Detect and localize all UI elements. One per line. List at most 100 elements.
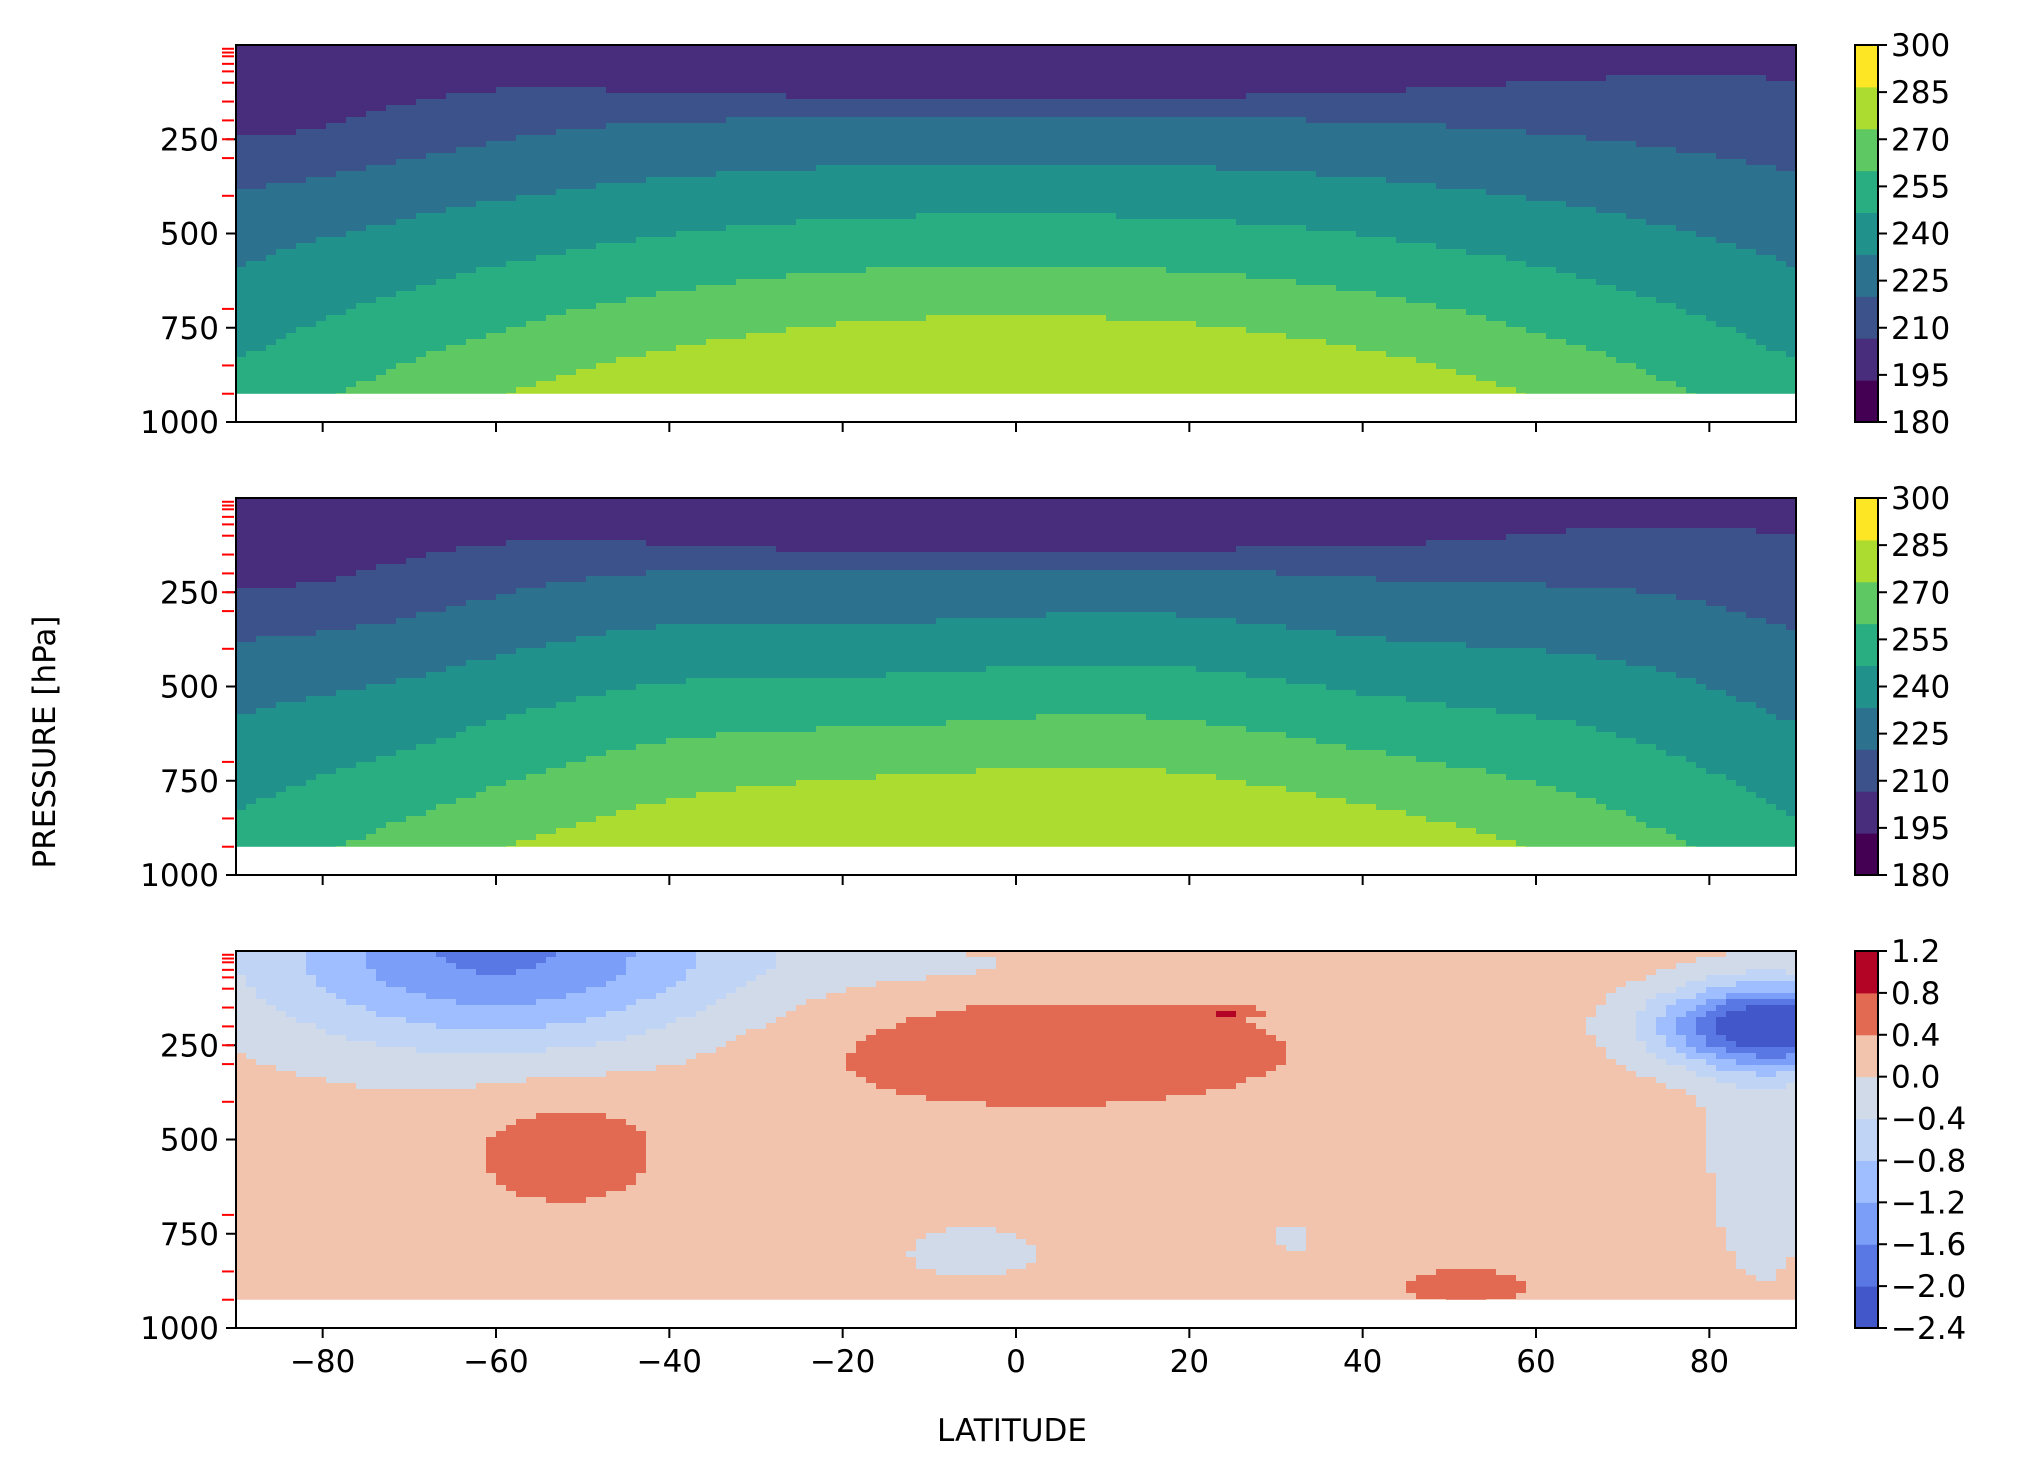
colorbar-segment: [1855, 380, 1878, 423]
contour-cell: [1406, 696, 1737, 703]
contour-cell: [236, 81, 1507, 88]
contour-cell: [856, 1071, 1267, 1078]
contour-cell: [1466, 309, 1687, 316]
contour-cell: [236, 1083, 357, 1090]
contour-cell: [366, 834, 537, 841]
contour-cell: [1626, 660, 1796, 667]
contour-cell: [1726, 606, 1796, 613]
colorbar-tick-label: 255: [1891, 622, 1950, 658]
contour-cell: [1726, 1245, 1796, 1252]
contour-cell: [1736, 1257, 1787, 1264]
colorbar-tick-label: 225: [1891, 264, 1950, 300]
contour-cell: [416, 612, 1047, 619]
contour-cell: [1776, 165, 1796, 172]
contour-cell: [1696, 231, 1796, 238]
contour-cell: [1306, 225, 1677, 232]
contour-cell: [766, 1023, 897, 1030]
contour-cell: [236, 1077, 327, 1084]
contour-cell: [236, 381, 357, 388]
contour-cell: [1696, 1047, 1727, 1054]
contour-cell: [566, 309, 1467, 316]
colorbar-tick-label: 180: [1891, 405, 1950, 441]
contour-cell: [236, 564, 377, 571]
contour-cell: [236, 69, 1796, 76]
contour-cell: [1286, 678, 1697, 685]
contour-cell: [1756, 339, 1796, 346]
contour-cell: [1756, 528, 1796, 535]
contour-cell: [1626, 810, 1787, 817]
contour-cell: [1356, 345, 1587, 352]
contour-cell: [1196, 321, 1507, 328]
contour-cell: [376, 969, 477, 976]
contour-cell: [1346, 798, 1597, 805]
contour-cell: [1236, 546, 1796, 553]
contour-fill-bottom: [236, 951, 1796, 1300]
colorbar-segment: [1855, 338, 1878, 381]
contour-cell: [1296, 279, 1597, 286]
colorbar-segment: [1855, 791, 1878, 834]
contour-cell: [236, 135, 517, 142]
contour-cell: [1716, 1053, 1757, 1060]
contour-cell: [1166, 1095, 1697, 1102]
contour-cell: [716, 999, 807, 1006]
contour-cell: [1586, 1029, 1637, 1036]
contour-cell: [1656, 993, 1697, 1000]
contour-cell: [236, 1257, 917, 1264]
contour-cell: [236, 87, 497, 94]
contour-cell: [1696, 393, 1796, 394]
contour-cell: [996, 963, 1677, 970]
contour-cell: [1276, 1239, 1307, 1246]
contour-cell: [606, 123, 1447, 130]
contour-cell: [1736, 780, 1796, 787]
contour-cell: [266, 999, 347, 1006]
contour-cell: [1666, 1083, 1737, 1090]
contour-cell: [286, 333, 487, 340]
contour-cell: [1646, 822, 1796, 829]
contour-cell: [316, 1023, 437, 1030]
contour-cell: [1686, 840, 1796, 847]
contour-cell: [1606, 75, 1767, 82]
contour-cell: [1336, 630, 1796, 637]
contour-cell: [236, 648, 517, 655]
contour-cell: [396, 291, 657, 298]
contour-cell: [376, 828, 557, 835]
contour-cell: [496, 594, 1677, 601]
contour-cell: [536, 381, 1497, 388]
contour-cell: [546, 768, 977, 775]
contour-cell: [1596, 798, 1767, 805]
contour-cell: [346, 1035, 627, 1042]
contour-cell: [476, 1083, 877, 1090]
contour-cell: [986, 666, 1197, 673]
contour-cell: [1756, 792, 1796, 799]
contour-cell: [1376, 576, 1796, 583]
contour-cell: [326, 987, 407, 994]
contour-cell: [236, 93, 447, 100]
contour-cell: [1266, 1011, 1597, 1018]
contour-cell: [236, 207, 447, 214]
contour-cell: [1786, 1083, 1796, 1090]
colorbar-segment: [1855, 665, 1878, 708]
contour-cell: [236, 768, 337, 775]
contour-cell: [1466, 642, 1796, 649]
contour-cell: [726, 225, 1307, 232]
contour-cell: [926, 315, 1107, 322]
contour-cell: [1626, 213, 1796, 220]
contour-cell: [1016, 1233, 1277, 1240]
contour-cell: [276, 249, 567, 256]
contour-cell: [986, 1101, 1107, 1108]
contour-cell: [236, 696, 307, 703]
contour-cell: [736, 987, 847, 994]
contour-cell: [1716, 1077, 1796, 1084]
contour-cell: [236, 45, 1796, 52]
contour-cell: [1306, 117, 1796, 124]
contour-cell: [486, 720, 947, 727]
contour-cell: [446, 606, 1727, 613]
contour-cell: [576, 369, 1457, 376]
contour-cell: [516, 1119, 627, 1126]
contour-cell: [536, 999, 637, 1006]
x-tick-label: 80: [1690, 1344, 1729, 1380]
contour-cell: [296, 1017, 407, 1024]
contour-cell: [1206, 720, 1577, 727]
contour-cell: [236, 558, 407, 565]
contour-cell: [426, 672, 887, 679]
